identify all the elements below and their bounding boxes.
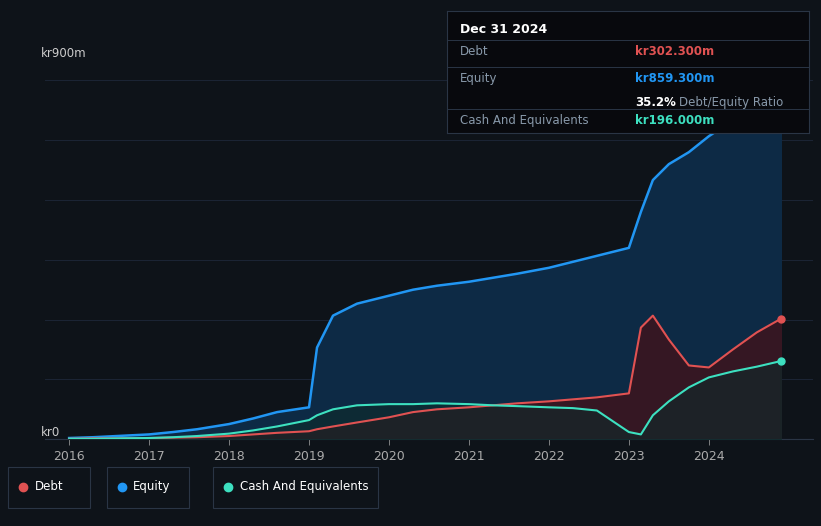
FancyBboxPatch shape — [107, 467, 189, 508]
Text: Equity: Equity — [133, 480, 171, 493]
FancyBboxPatch shape — [8, 467, 90, 508]
Text: kr302.300m: kr302.300m — [635, 45, 714, 58]
Text: Cash And Equivalents: Cash And Equivalents — [240, 480, 369, 493]
Text: Cash And Equivalents: Cash And Equivalents — [460, 114, 589, 127]
Text: Equity: Equity — [460, 72, 498, 85]
Text: 35.2%: 35.2% — [635, 96, 677, 109]
Text: Debt: Debt — [34, 480, 63, 493]
Text: Dec 31 2024: Dec 31 2024 — [460, 23, 548, 36]
Text: kr900m: kr900m — [41, 47, 87, 60]
Text: Debt: Debt — [460, 45, 488, 58]
FancyBboxPatch shape — [213, 467, 378, 508]
Text: kr196.000m: kr196.000m — [635, 114, 714, 127]
Text: Debt/Equity Ratio: Debt/Equity Ratio — [679, 96, 783, 109]
Text: kr0: kr0 — [41, 426, 61, 439]
Text: kr859.300m: kr859.300m — [635, 72, 715, 85]
